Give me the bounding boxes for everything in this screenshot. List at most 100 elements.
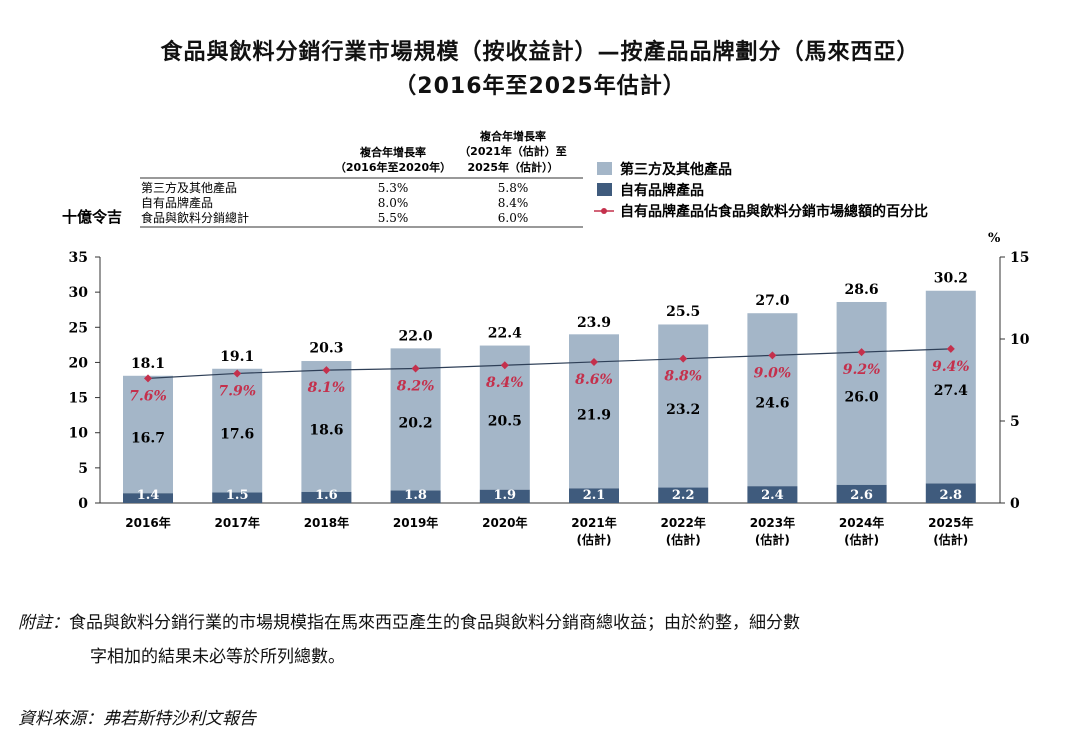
percentage-marker xyxy=(590,357,598,366)
percentage-marker xyxy=(144,374,152,383)
bar-third-party-label: 20.5 xyxy=(488,414,522,430)
table-cell: 5.3% xyxy=(378,181,409,195)
percentage-marker xyxy=(857,348,866,357)
y2-tick-label: 15 xyxy=(1010,250,1029,266)
percentage-marker xyxy=(946,344,955,353)
bar-total-label: 25.5 xyxy=(666,304,700,320)
x-tick-label: (估計) xyxy=(844,532,879,547)
table-cell: 6.0% xyxy=(498,211,529,225)
table-header-col1: （2016年至2020年） xyxy=(335,160,451,174)
bar-total-label: 18.1 xyxy=(131,356,165,372)
bar-third-party-label: 26.0 xyxy=(845,389,879,405)
x-tick-label: 2021年 xyxy=(571,515,616,530)
x-tick-label: 2022年 xyxy=(660,515,705,530)
bar-own-brand-label: 2.6 xyxy=(850,488,873,503)
x-tick-label: 2024年 xyxy=(839,515,884,530)
bar-third-party xyxy=(301,361,352,492)
legend-swatch-own-brand xyxy=(597,183,612,196)
footnote-line1: 食品與飲料分銷行業的市場規模指在馬來西亞產生的食品與飲料分銷商總收益；由於約整，… xyxy=(69,613,800,633)
y-tick-label: 20 xyxy=(69,355,89,371)
bar-own-brand xyxy=(747,486,798,503)
bar-third-party xyxy=(658,324,709,488)
percentage-label: 9.0% xyxy=(754,365,792,381)
bar-own-brand-label: 1.4 xyxy=(137,488,160,503)
bar-own-brand-label: 1.6 xyxy=(315,488,338,503)
legend-label-percentage: 自有品牌產品佔食品與飲料分銷市場總額的百分比 xyxy=(620,203,928,220)
footnote-label: 附註： xyxy=(18,613,69,633)
bar-own-brand-label: 1.5 xyxy=(226,488,249,503)
percentage-label: 8.8% xyxy=(664,369,702,385)
table-cell: 5.8% xyxy=(498,181,529,195)
bar-own-brand xyxy=(569,488,619,503)
percentage-marker xyxy=(411,364,420,373)
percentage-line xyxy=(147,348,951,379)
legend-line-marker xyxy=(601,208,607,214)
bar-third-party xyxy=(212,368,263,493)
percentage-label: 9.2% xyxy=(843,362,881,378)
bar-third-party-label: 17.6 xyxy=(220,427,254,443)
legend-label-third-party: 第三方及其他產品 xyxy=(620,161,732,178)
bar-total-label: 28.6 xyxy=(845,282,879,298)
y-tick-label: 35 xyxy=(69,250,88,266)
bar-total-label: 20.3 xyxy=(309,340,343,356)
percentage-label: 8.6% xyxy=(575,372,613,388)
table-header-col2: 2025年（估計）） xyxy=(467,160,558,174)
bar-third-party xyxy=(925,290,976,484)
y-tick-label: 25 xyxy=(69,320,88,336)
bar-third-party-label: 18.6 xyxy=(309,422,343,438)
percentage-label: 7.9% xyxy=(218,383,256,399)
table-header-col1: 複合年增長率 xyxy=(359,145,426,159)
percentage-label: 8.1% xyxy=(308,380,346,396)
percentage-label: 7.6% xyxy=(129,388,167,404)
table-cell: 8.4% xyxy=(498,196,529,210)
percentage-marker xyxy=(768,351,777,360)
bar-third-party xyxy=(123,375,173,494)
bar-third-party-label: 27.4 xyxy=(934,383,968,399)
bar-third-party-label: 24.6 xyxy=(755,396,789,412)
x-tick-label: (估計) xyxy=(666,532,701,547)
bar-third-party xyxy=(479,345,530,490)
bar-total-label: 23.9 xyxy=(577,315,611,331)
bar-own-brand xyxy=(390,490,441,503)
bar-third-party-label: 20.2 xyxy=(399,415,433,431)
table-row-label: 食品與飲料分銷總計 xyxy=(141,210,249,225)
bar-own-brand-label: 2.1 xyxy=(583,488,606,503)
percentage-marker xyxy=(322,366,331,375)
bar-own-brand-label: 2.2 xyxy=(672,488,695,503)
bar-total-label: 30.2 xyxy=(934,271,968,287)
percentage-marker xyxy=(679,354,688,363)
chart-title: 食品與飲料分銷行業市場規模（按收益計）—按產品品牌劃分（馬來西亞） xyxy=(160,40,920,65)
y2-tick-label: 10 xyxy=(1010,332,1030,348)
bar-own-brand xyxy=(479,489,530,503)
bar-own-brand xyxy=(658,487,709,503)
legend-label-own-brand: 自有品牌產品 xyxy=(620,182,704,199)
percentage-label: 9.4% xyxy=(932,359,970,375)
x-tick-label: 2018年 xyxy=(304,515,349,530)
x-tick-label: (估計) xyxy=(577,532,612,547)
x-tick-label: (估計) xyxy=(755,532,790,547)
bar-own-brand xyxy=(212,492,263,503)
bar-total-label: 22.4 xyxy=(488,326,522,342)
bar-third-party-label: 16.7 xyxy=(131,430,165,446)
bar-own-brand-label: 1.8 xyxy=(404,488,427,503)
y-tick-label: 5 xyxy=(78,461,88,477)
percentage-marker xyxy=(233,369,242,378)
legend-swatch-third-party xyxy=(597,162,612,175)
table-header-col2: （2021年（估計）至 xyxy=(459,144,567,158)
chart-subtitle: （2016年至2025年估計） xyxy=(394,74,686,99)
bar-third-party xyxy=(836,301,887,485)
x-tick-label: 2023年 xyxy=(750,515,795,530)
x-tick-label: 2016年 xyxy=(125,515,170,530)
percentage-label: 8.4% xyxy=(486,375,524,391)
bar-own-brand-label: 1.9 xyxy=(493,488,516,503)
x-tick-label: 2019年 xyxy=(393,515,438,530)
bar-third-party xyxy=(747,313,798,487)
bar-own-brand-label: 2.8 xyxy=(939,488,962,503)
source-note: 資料來源：弗若斯特沙利文報告 xyxy=(18,709,256,729)
bar-total-label: 22.0 xyxy=(399,328,433,344)
x-tick-label: 2020年 xyxy=(482,515,527,530)
x-tick-label: 2017年 xyxy=(214,515,259,530)
x-tick-label: (估計) xyxy=(933,532,968,547)
bar-total-label: 19.1 xyxy=(220,349,254,365)
